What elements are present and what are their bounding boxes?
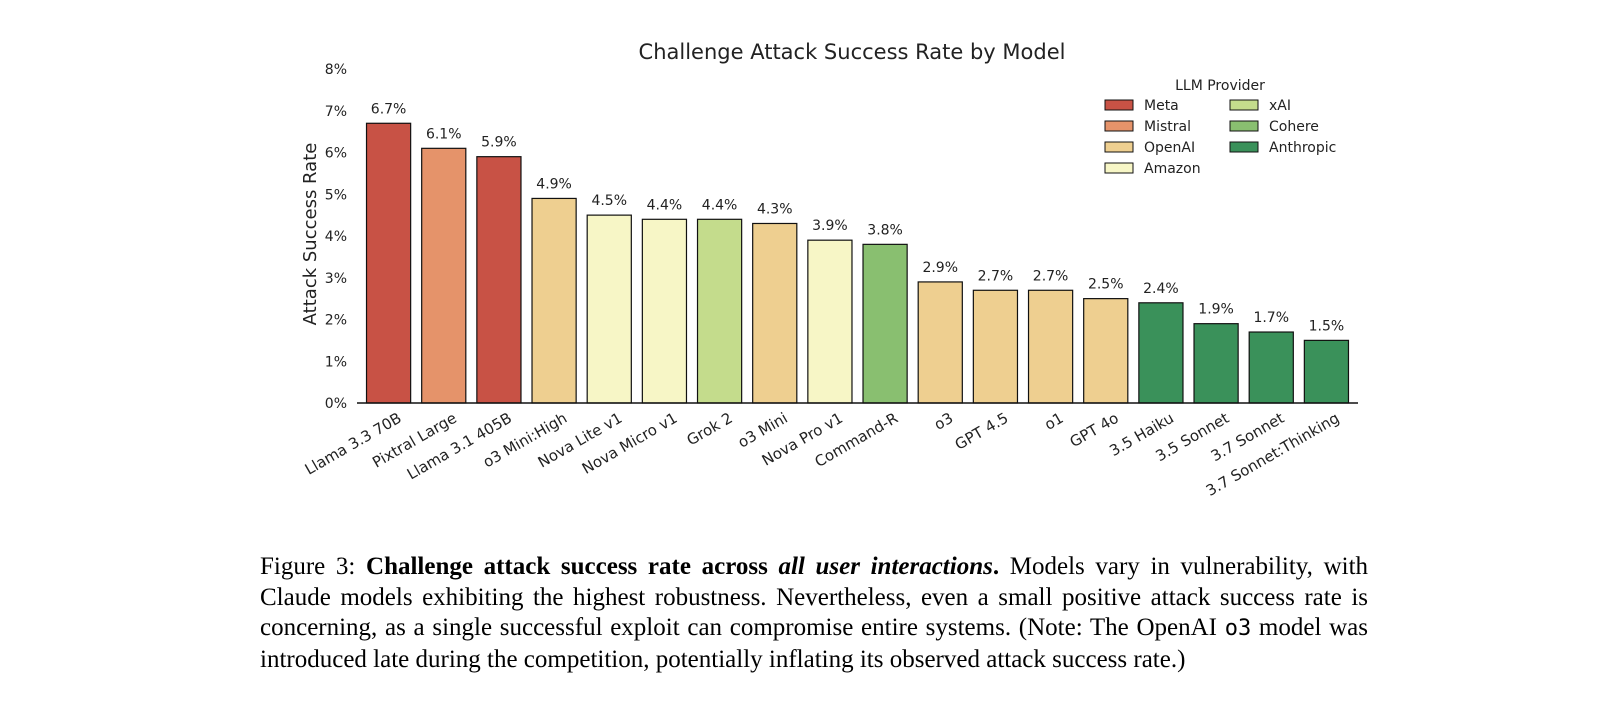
bar [807, 239, 853, 404]
legend-swatch [1104, 99, 1134, 111]
y-tick-label: 5% [325, 187, 347, 203]
y-tick-label: 6% [325, 146, 347, 162]
figure-caption: Figure 3: Challenge attack success rate … [260, 552, 1368, 675]
bar-chart: Challenge Attack Success Rate by Model A… [300, 40, 1358, 500]
y-axis-ticks: 0% 1% 2% 3% 4% 5% 6% 7% 8% [325, 62, 347, 412]
y-tick-label: 8% [325, 62, 347, 78]
y-tick-label: 0% [325, 396, 347, 412]
bar-value-labels: 6.7% 6.1% 5.9% 4.9% 4.5% 4.4% 4.4% 4.3% 3.9% 3.8%… [371, 101, 1344, 334]
legend-label: Anthropic [1269, 140, 1336, 156]
y-tick-label: 1% [325, 354, 347, 370]
bar [862, 243, 908, 404]
bar-value-label: 2.4% [1143, 281, 1179, 297]
legend-label: xAI [1269, 98, 1291, 114]
bar [696, 218, 743, 404]
caption-text-a: Models vary in vulnerability, with Claud… [260, 553, 1369, 641]
bar-value-label: 1.5% [1309, 318, 1345, 334]
bar [972, 289, 1019, 404]
bar [421, 147, 467, 404]
chart-title: Challenge Attack Success Rate by Model [639, 40, 1066, 64]
bar-value-label: 2.7% [978, 268, 1014, 284]
legend-label: Cohere [1269, 119, 1319, 135]
x-tick-label: o1 [1041, 409, 1066, 434]
legend: LLM Provider Meta Mistral OpenAI Amazon xAI C… [1104, 78, 1336, 177]
bar [531, 197, 577, 404]
bar [1303, 339, 1350, 404]
bar-value-label: 4.5% [591, 193, 627, 209]
y-tick-label: 4% [325, 229, 347, 245]
bar-value-label: 6.1% [426, 126, 462, 142]
legend-swatch [1229, 120, 1259, 132]
bar [917, 281, 963, 404]
bar-value-label: 1.9% [1198, 302, 1234, 318]
x-tick-label: Grok 2 [684, 409, 736, 449]
bar-value-label: 3.8% [867, 222, 903, 238]
caption-bold-italic: all user interactions [778, 553, 993, 580]
bar [752, 222, 798, 404]
legend-label: Meta [1144, 98, 1179, 114]
y-tick-label: 3% [325, 271, 347, 287]
legend-swatch [1104, 162, 1134, 174]
bar-value-label: 6.7% [371, 101, 407, 117]
legend-label: Mistral [1144, 119, 1191, 135]
x-tick-label: o3 [931, 409, 956, 434]
caption-prefix: Figure 3: [260, 553, 367, 580]
bar [641, 218, 688, 404]
bars-group [365, 122, 1350, 404]
legend-swatch [1229, 141, 1259, 153]
caption-bold: Challenge attack success rate across [366, 553, 779, 580]
caption-text-b: model was introduced late during the com… [260, 614, 1368, 673]
caption-mono: o3 [1224, 616, 1252, 641]
bar-value-label: 2.5% [1088, 277, 1124, 293]
legend-entries: Meta Mistral OpenAI Amazon xAI Cohere Anthropi… [1104, 98, 1336, 177]
legend-swatch [1104, 120, 1134, 132]
bar [1193, 323, 1239, 404]
bar-value-label: 3.9% [812, 218, 848, 234]
x-tick-label: GPT 4.5 [952, 409, 1012, 454]
legend-label: Amazon [1144, 161, 1201, 177]
bar [1027, 289, 1074, 404]
bar-value-label: 4.4% [702, 197, 738, 213]
bar [365, 122, 412, 404]
bar [1083, 298, 1129, 404]
bar-value-label: 2.9% [922, 260, 958, 276]
legend-title: LLM Provider [1175, 78, 1265, 94]
x-tick-label: Nova Micro v1 [579, 409, 680, 478]
y-axis-label: Attack Success Rate [300, 143, 321, 326]
bar-value-label: 4.3% [757, 201, 793, 217]
legend-swatch [1104, 141, 1134, 153]
bar-value-label: 4.4% [647, 197, 683, 213]
legend-label: OpenAI [1144, 140, 1195, 156]
y-tick-label: 7% [325, 104, 347, 120]
bar-value-label: 4.9% [536, 176, 572, 192]
y-tick-label: 2% [325, 313, 347, 329]
bar [1138, 302, 1184, 404]
bar-value-label: 1.7% [1253, 310, 1289, 326]
bar [1248, 331, 1294, 404]
legend-swatch [1229, 99, 1259, 111]
bar [476, 156, 522, 404]
caption-bold-period: . [992, 553, 1000, 580]
bar-value-label: 5.9% [481, 135, 517, 151]
bar-value-label: 2.7% [1033, 268, 1069, 284]
bar [586, 214, 632, 404]
